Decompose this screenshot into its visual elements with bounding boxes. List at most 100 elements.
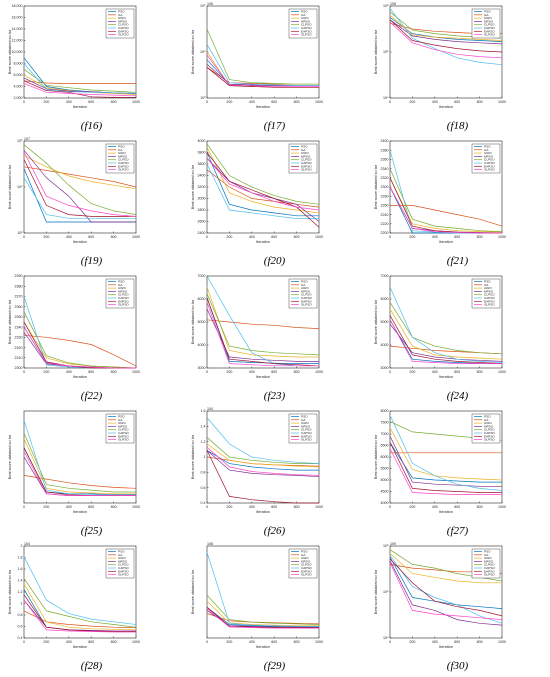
series-line-eapso bbox=[206, 67, 319, 88]
x-axis-label: Iteration bbox=[73, 375, 87, 379]
legend-label: CLPSO bbox=[118, 563, 129, 567]
series-line-glpso bbox=[23, 451, 136, 496]
series-line-mpso bbox=[206, 450, 320, 478]
legend-label: GLPSO bbox=[301, 303, 312, 307]
y-tick-label: 0.8 bbox=[18, 613, 23, 617]
x-tick-label: 400 bbox=[249, 370, 255, 374]
x-tick-label: 800 bbox=[477, 505, 483, 509]
y-tick-label: 10⁶ bbox=[17, 139, 23, 143]
legend-label: GLPSO bbox=[118, 33, 129, 37]
x-axis-label: Iteration bbox=[256, 375, 270, 379]
series-line-gwo bbox=[389, 14, 503, 41]
series-line-capso bbox=[23, 63, 137, 94]
series-line-capso bbox=[23, 556, 137, 625]
figure-caption: (f29) bbox=[263, 660, 286, 672]
x-tick-label: 0 bbox=[206, 100, 208, 104]
x-axis-label: Iteration bbox=[73, 105, 87, 109]
y-tick-label: 1.6 bbox=[201, 409, 206, 413]
series-line-eapso bbox=[206, 152, 320, 228]
legend-label: GWO bbox=[301, 286, 309, 290]
chart-panel: 0 200 400 600 800 1000 2300 2310 2320 2330 2340 235… bbox=[0, 270, 183, 405]
series-line-gwo bbox=[23, 583, 137, 631]
chart-panel: 0 200 400 600 800 1000 10⁴ 10⁶ 10⁸ 109 Iteration Be… bbox=[366, 540, 549, 675]
x-tick-label: 600 bbox=[454, 100, 460, 104]
convergence-plot: 0 200 400 600 800 1000 106 Iteration Best score … bbox=[191, 542, 323, 649]
y-axis-label: Best score obtained so far bbox=[191, 29, 195, 74]
legend-box bbox=[471, 143, 501, 174]
legend-label: EAPSO bbox=[484, 299, 495, 303]
x-tick-label: 0 bbox=[389, 235, 391, 239]
figure-caption: (f17) bbox=[263, 120, 286, 132]
legend-label: CLPSO bbox=[118, 293, 129, 297]
y-tick-label: 2320 bbox=[15, 346, 23, 350]
legend-box bbox=[288, 548, 318, 579]
legend-label: CLPSO bbox=[118, 23, 129, 27]
legend-label: CAPSO bbox=[118, 26, 129, 30]
legend-label: GWO bbox=[484, 151, 492, 155]
convergence-plot: 0 200 400 600 800 1000 2,000 4,000 6,000 8,000 10,… bbox=[8, 4, 140, 109]
legend-label: CAPSO bbox=[118, 161, 129, 165]
x-tick-label: 800 bbox=[294, 100, 300, 104]
series-line-glpso bbox=[23, 599, 136, 633]
series-line-ga bbox=[206, 319, 320, 329]
series-line-clpso bbox=[206, 28, 319, 85]
legend-box bbox=[105, 278, 135, 309]
y-tick-label: 10⁴ bbox=[200, 50, 206, 54]
legend-label: PSO bbox=[484, 415, 491, 419]
series-line-capso bbox=[206, 417, 320, 464]
legend-label: GWO bbox=[484, 16, 492, 20]
legend-label: MPSO bbox=[118, 424, 128, 428]
series-line-glpso bbox=[389, 21, 503, 59]
legend-label: CAPSO bbox=[484, 566, 495, 570]
figure-caption: (f25) bbox=[80, 525, 103, 537]
legend-label: MPSO bbox=[118, 559, 128, 563]
series-line-clpso bbox=[206, 594, 320, 625]
convergence-plot: 0 200 400 600 800 1000 4000 4500 5000 5500 6000 650… bbox=[374, 409, 506, 514]
y-exponent-label: 109 bbox=[390, 542, 396, 546]
series-line-pso bbox=[389, 442, 502, 483]
x-tick-label: 600 bbox=[88, 505, 94, 509]
convergence-plot: 0 200 400 600 800 1000 Iteration Best score obt… bbox=[8, 410, 140, 514]
legend-label: GWO bbox=[301, 421, 309, 425]
y-tick-label: 6000 bbox=[198, 297, 206, 301]
figure-caption: (f16) bbox=[80, 120, 103, 132]
series-line-eapso bbox=[23, 80, 136, 98]
y-exponent-label: 108 bbox=[390, 2, 396, 6]
legend-label: GWO bbox=[301, 16, 309, 20]
legend-label: CLPSO bbox=[118, 428, 129, 432]
series-line-eapso bbox=[206, 607, 319, 628]
series-line-clpso bbox=[389, 168, 503, 232]
y-tick-label: 3600 bbox=[198, 162, 206, 166]
x-tick-label: 800 bbox=[477, 235, 483, 239]
y-tick-label: 2,000 bbox=[14, 96, 23, 100]
y-tick-label: 5500 bbox=[381, 467, 389, 471]
y-tick-label: 2360 bbox=[15, 305, 23, 309]
legend-label: GWO bbox=[118, 16, 126, 20]
x-tick-label: 600 bbox=[454, 370, 460, 374]
x-tick-label: 1000 bbox=[132, 370, 140, 374]
legend-label: GA bbox=[484, 553, 489, 557]
x-tick-label: 800 bbox=[477, 640, 483, 644]
y-tick-label: 10⁴ bbox=[383, 96, 389, 100]
convergence-plot: 0 200 400 600 800 1000 3000 4000 5000 6000 7000 Ite… bbox=[191, 274, 323, 379]
y-axis-label: Best score obtained so far bbox=[191, 299, 195, 344]
x-axis-label: Iteration bbox=[439, 375, 453, 379]
legend-label: GWO bbox=[301, 151, 309, 155]
legend-label: EAPSO bbox=[301, 569, 312, 573]
series-line-ga bbox=[206, 169, 320, 208]
x-tick-label: 0 bbox=[23, 640, 25, 644]
x-tick-label: 200 bbox=[409, 370, 415, 374]
y-tick-label: 5000 bbox=[381, 478, 389, 482]
legend-label: GWO bbox=[484, 556, 492, 560]
x-tick-label: 400 bbox=[249, 100, 255, 104]
x-tick-label: 400 bbox=[432, 100, 438, 104]
x-tick-label: 600 bbox=[271, 370, 277, 374]
series-line-ga bbox=[23, 610, 137, 629]
y-axis-label: Best score obtained so far bbox=[8, 569, 12, 614]
y-tick-label: 18,000 bbox=[12, 4, 23, 8]
legend-label: GA bbox=[484, 148, 489, 152]
x-tick-label: 800 bbox=[294, 235, 300, 239]
x-tick-label: 0 bbox=[389, 100, 391, 104]
x-tick-label: 400 bbox=[432, 235, 438, 239]
y-tick-label: 2380 bbox=[15, 284, 23, 288]
